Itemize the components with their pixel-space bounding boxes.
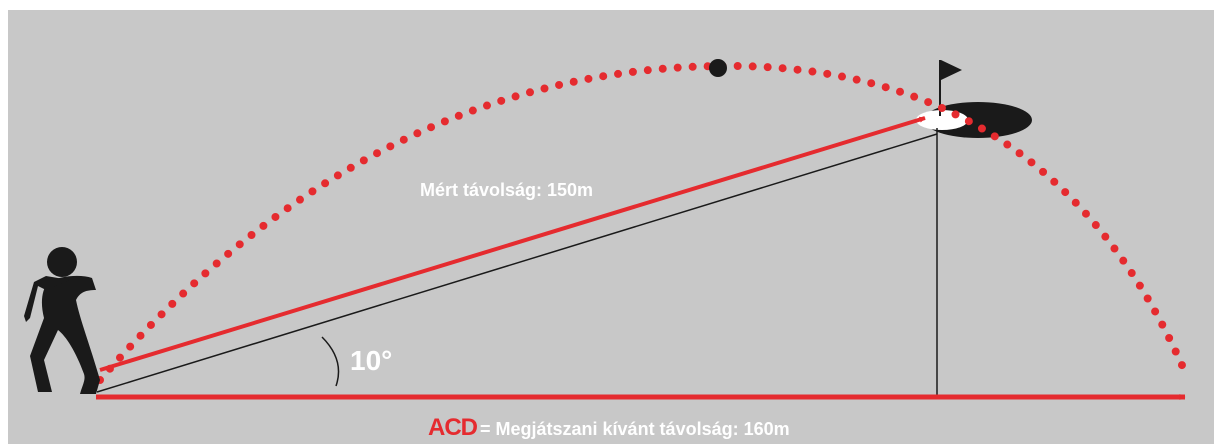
ball [709, 59, 727, 77]
angle-label: 10° [350, 345, 392, 376]
measured-label: Mért távolság: 150m [420, 180, 593, 200]
diagram: Mért távolság: 150m 10° ACD = Megjátszan… [0, 0, 1222, 444]
acd-logo: ACD [428, 414, 478, 441]
page: Mért távolság: 150m 10° ACD = Megjátszan… [0, 0, 1222, 444]
background [8, 10, 1214, 444]
desired-label: = Megjátszani kívánt távolság: 160m [480, 419, 790, 439]
